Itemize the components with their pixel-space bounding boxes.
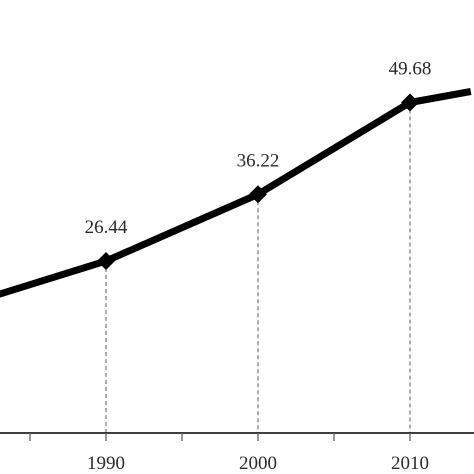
data-point-marker <box>249 185 267 204</box>
guide-lines <box>105 102 411 433</box>
data-label: 49.68 <box>389 59 432 80</box>
x-tick-label: 2000 <box>239 453 277 474</box>
x-tick-label: 2010 <box>391 453 429 474</box>
series-line <box>0 88 472 298</box>
x-tick-labels: 1990 2000 2010 <box>87 453 429 474</box>
data-labels: 26.44 36.22 49.68 <box>85 59 432 238</box>
x-axis-ticks <box>29 433 411 441</box>
data-point-marker <box>401 93 419 112</box>
data-label: 36.22 <box>237 150 280 171</box>
data-point-marker <box>97 252 115 270</box>
x-tick-label: 1990 <box>87 453 125 474</box>
data-label: 26.44 <box>85 217 128 238</box>
data-markers <box>97 93 419 270</box>
